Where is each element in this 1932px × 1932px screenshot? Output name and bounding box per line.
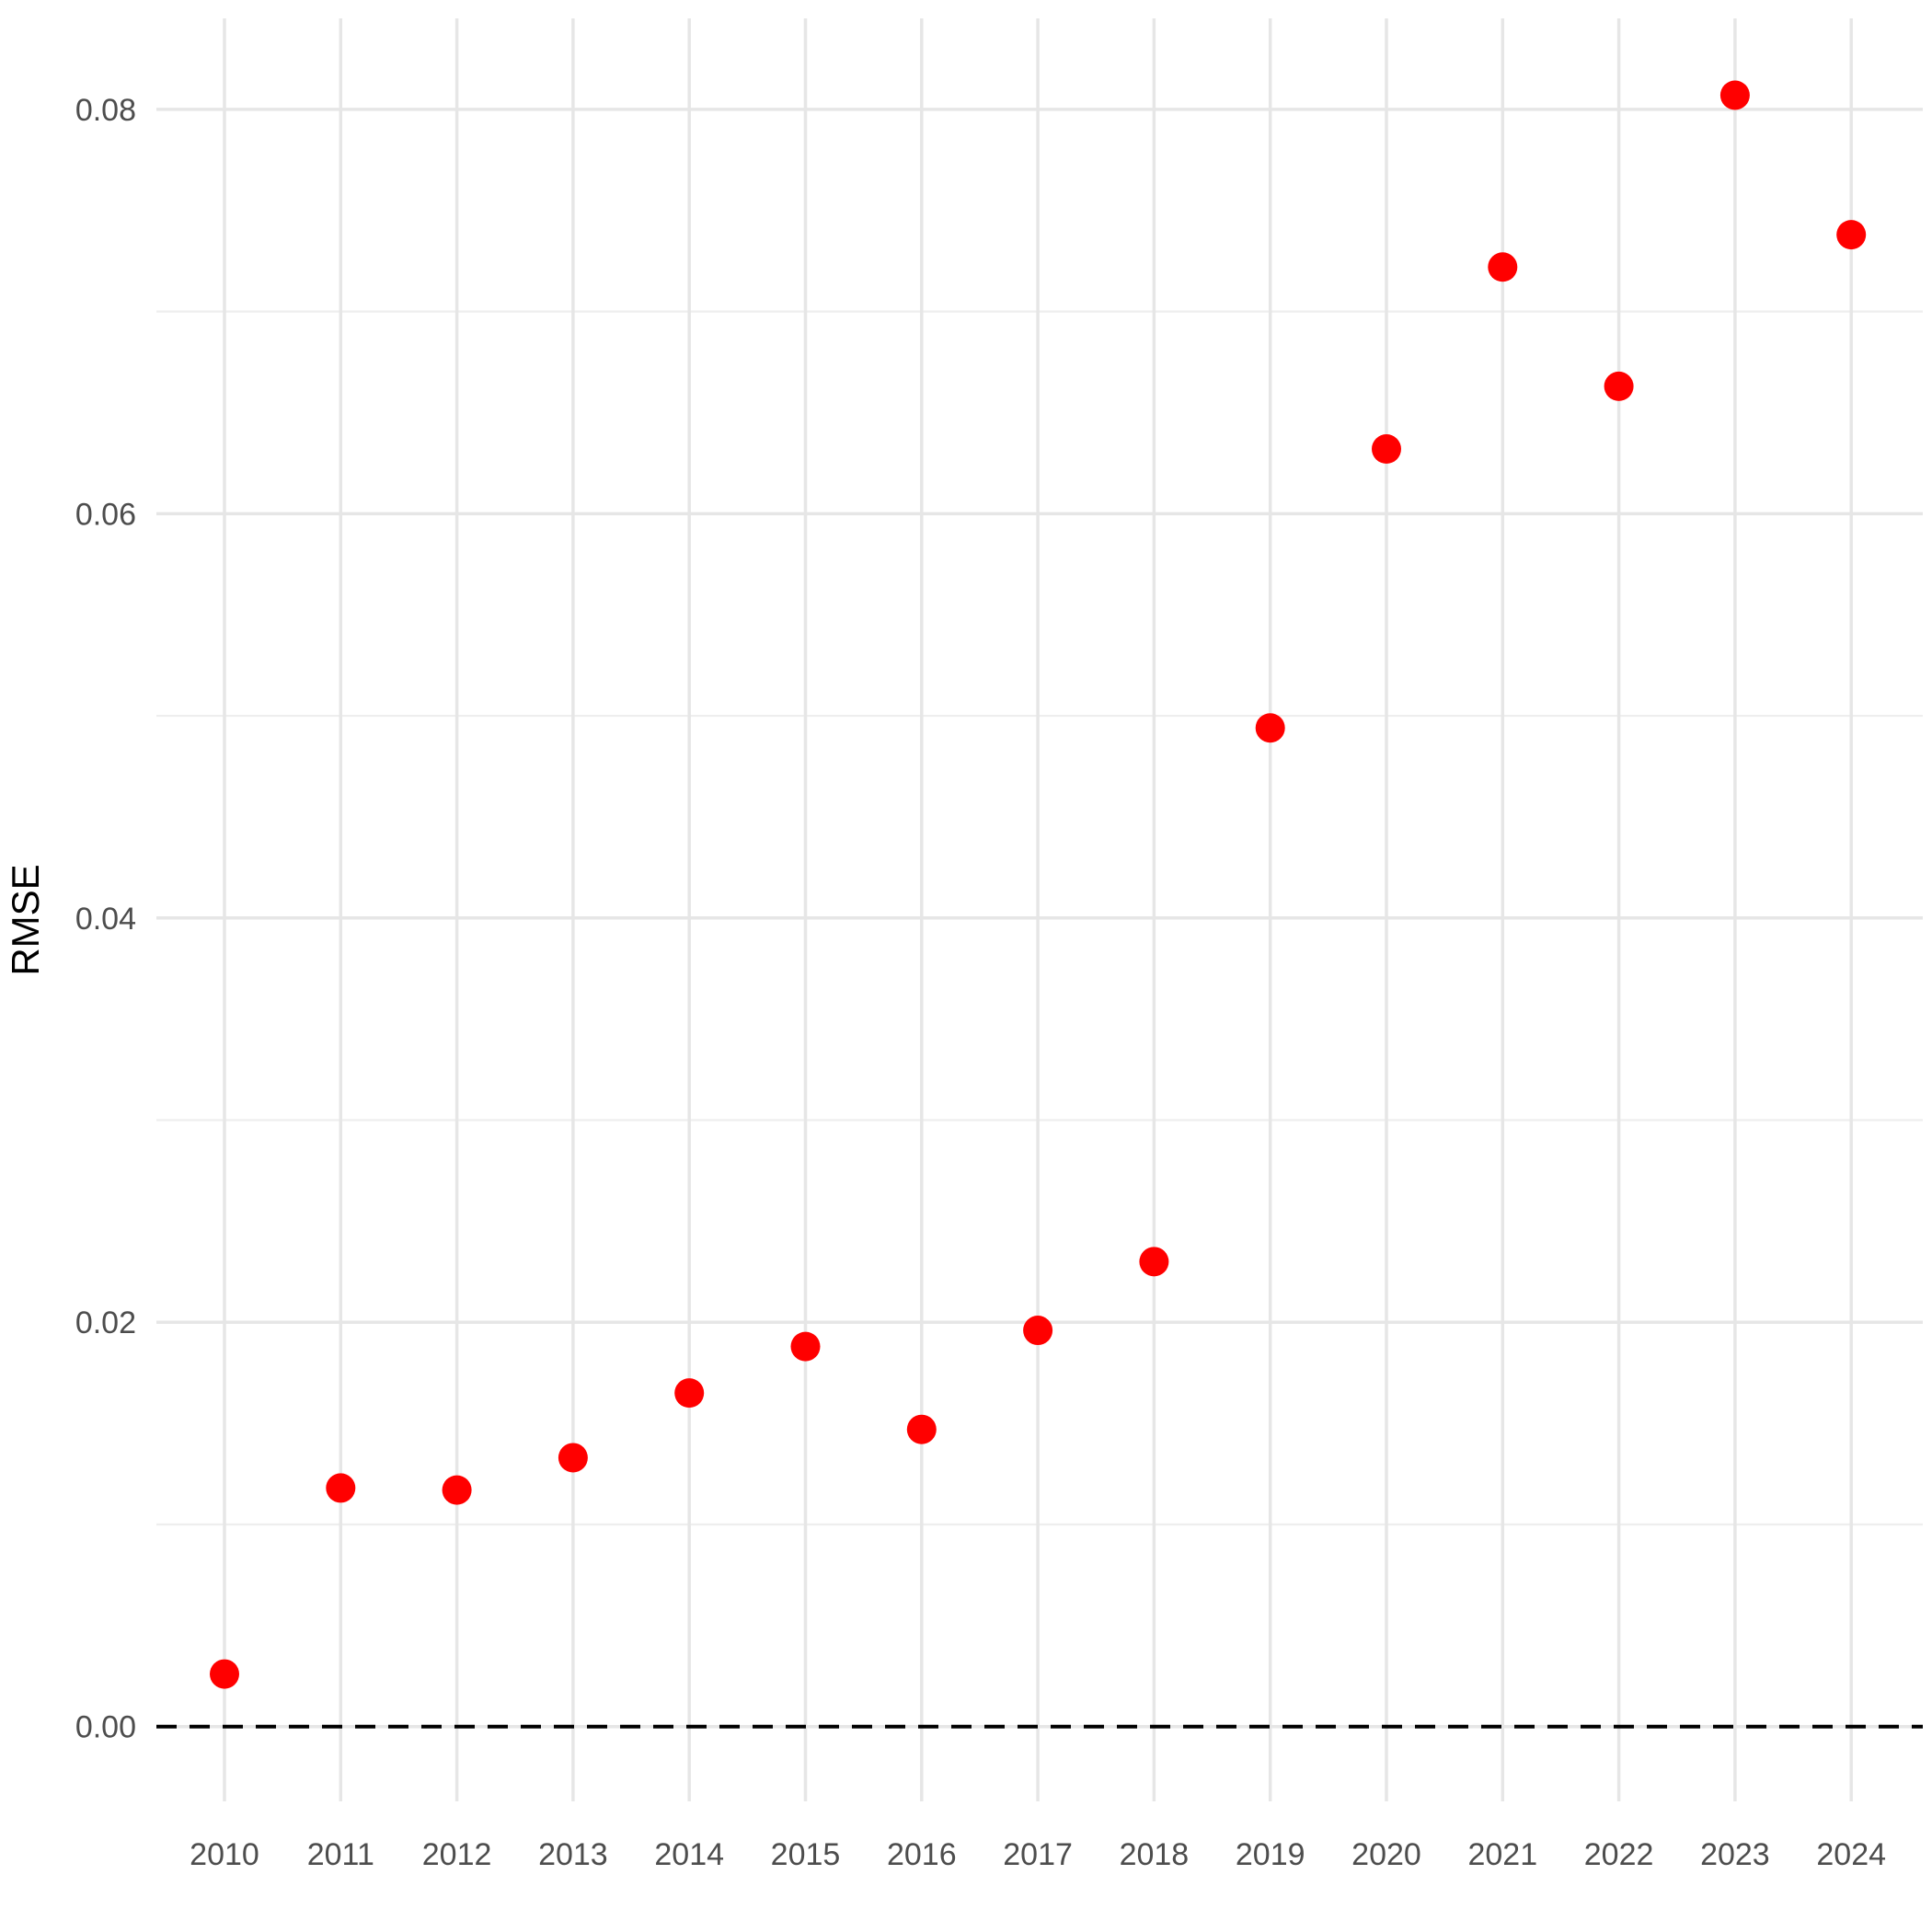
y-tick-label: 0.06 <box>75 497 136 532</box>
data-point-2010 <box>210 1659 239 1689</box>
x-tick-label: 2016 <box>887 1837 957 1872</box>
x-tick-label: 2023 <box>1700 1837 1770 1872</box>
data-point-2019 <box>1255 713 1285 743</box>
data-point-2017 <box>1023 1316 1053 1346</box>
x-tick-label: 2014 <box>654 1837 724 1872</box>
data-point-2015 <box>790 1331 821 1362</box>
y-axis-tick-labels: 0.00 0.02 0.04 0.06 0.08 <box>75 93 136 1745</box>
y-tick-label: 0.04 <box>75 902 136 937</box>
x-tick-label: 2019 <box>1236 1837 1305 1872</box>
minor-gridlines-y <box>156 310 1923 1526</box>
major-gridlines-y <box>156 108 1923 1729</box>
data-point-2020 <box>1372 434 1401 465</box>
x-tick-label: 2020 <box>1351 1837 1421 1872</box>
x-tick-label: 2018 <box>1120 1837 1190 1872</box>
data-point-2018 <box>1139 1247 1169 1277</box>
data-point-2012 <box>442 1475 472 1505</box>
x-tick-label: 2011 <box>307 1837 374 1872</box>
y-tick-label: 0.00 <box>75 1710 136 1745</box>
y-axis-title: RMSE <box>4 864 47 975</box>
y-tick-label: 0.08 <box>75 93 136 128</box>
data-point-2016 <box>906 1414 937 1444</box>
x-tick-label: 2015 <box>771 1837 841 1872</box>
x-tick-label: 2012 <box>422 1837 492 1872</box>
data-point-2021 <box>1488 252 1518 282</box>
x-axis-tick-labels: 2010 2011 2012 2013 2014 2015 2016 2017 2018 2019… <box>190 1837 1886 1872</box>
data-point-2023 <box>1719 80 1750 110</box>
data-points <box>210 80 1867 1689</box>
data-point-2024 <box>1836 220 1867 250</box>
major-gridlines-x <box>223 18 1853 1801</box>
y-tick-label: 0.02 <box>75 1305 136 1340</box>
x-tick-label: 2010 <box>190 1837 259 1872</box>
data-point-2011 <box>326 1473 356 1503</box>
x-tick-label: 2013 <box>538 1837 608 1872</box>
data-point-2022 <box>1604 371 1634 401</box>
x-tick-label: 2021 <box>1467 1837 1537 1872</box>
data-point-2013 <box>558 1443 588 1473</box>
x-tick-label: 2022 <box>1584 1837 1654 1872</box>
x-tick-label: 2024 <box>1816 1837 1886 1872</box>
x-tick-label: 2017 <box>1003 1837 1073 1872</box>
data-point-2014 <box>674 1378 705 1409</box>
